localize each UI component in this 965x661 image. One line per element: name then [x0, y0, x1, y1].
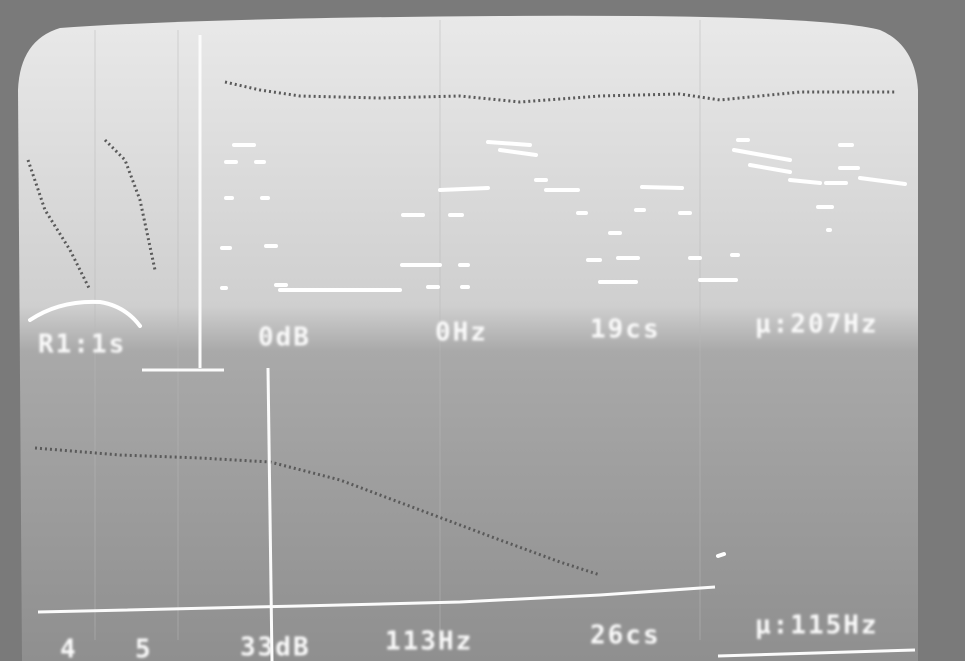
readout: µ:115Hz: [755, 611, 879, 641]
readout: 5: [135, 635, 153, 661]
readout: µ:207Hz: [755, 310, 879, 340]
readout: 113Hz: [385, 627, 473, 657]
readout: 0dB: [258, 323, 311, 353]
readout: 0Hz: [435, 318, 488, 348]
readout: 4: [60, 635, 78, 661]
readout: 19cs: [590, 315, 661, 345]
readout: 33dB: [240, 633, 311, 661]
readout: R1:1s: [38, 330, 126, 360]
crt-photo: R1:1s 0dB 0Hz 19cs µ:207Hz 4 5 33dB 113H…: [0, 0, 965, 661]
readout: 26cs: [590, 621, 661, 651]
marker-dot: [718, 554, 724, 556]
